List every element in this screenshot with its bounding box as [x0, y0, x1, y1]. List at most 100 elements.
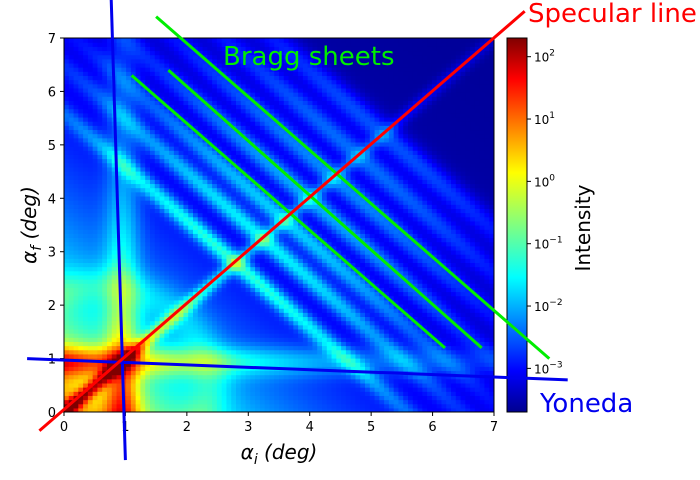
- heatmap-cell: [193, 71, 199, 76]
- heatmap-cell: [64, 274, 70, 280]
- heatmap-cell: [312, 116, 318, 122]
- heatmap-cell: [140, 241, 146, 247]
- heatmap-cell: [288, 407, 294, 412]
- heatmap-cell: [87, 116, 94, 122]
- heatmap-cell: [188, 133, 194, 139]
- heatmap-cell: [150, 374, 156, 380]
- heatmap-cell: [274, 362, 280, 367]
- heatmap-cell: [164, 395, 170, 401]
- heatmap-cell: [231, 137, 237, 143]
- heatmap-cell: [250, 129, 256, 135]
- heatmap-cell: [216, 79, 223, 85]
- heatmap-cell: [288, 266, 294, 272]
- heatmap-cell: [126, 283, 132, 288]
- heatmap-cell: [193, 137, 199, 143]
- heatmap-cell: [322, 303, 328, 309]
- heatmap-cell: [255, 391, 261, 396]
- heatmap-cell: [130, 116, 137, 122]
- heatmap-cell: [255, 324, 261, 330]
- heatmap-cell: [121, 121, 127, 126]
- heatmap-cell: [207, 229, 213, 234]
- heatmap-cell: [236, 116, 242, 122]
- heatmap-cell: [279, 129, 285, 135]
- heatmap-cell: [111, 403, 118, 409]
- heatmap-cell: [145, 316, 151, 322]
- heatmap-cell: [240, 407, 247, 412]
- heatmap-cell: [245, 229, 251, 234]
- heatmap-cell: [68, 104, 75, 110]
- heatmap-cell: [317, 233, 323, 239]
- heatmap-cell: [312, 87, 318, 93]
- heatmap-cell: [68, 216, 75, 222]
- heatmap-cell: [221, 50, 228, 56]
- heatmap-cell: [83, 399, 89, 405]
- heatmap-cell: [121, 349, 127, 355]
- heatmap-cell: [197, 395, 204, 401]
- heatmap-cell: [288, 71, 294, 76]
- heatmap-cell: [279, 137, 285, 143]
- heatmap-cell: [159, 83, 165, 89]
- heatmap-cell: [68, 195, 75, 201]
- heatmap-cell: [322, 116, 328, 122]
- heatmap-cell: [107, 42, 113, 47]
- heatmap-cell: [97, 395, 103, 401]
- heatmap-cell: [302, 241, 309, 247]
- heatmap-cell: [83, 324, 89, 330]
- heatmap-cell: [107, 121, 113, 126]
- heatmap-cell: [279, 345, 285, 351]
- heatmap-cell: [87, 79, 94, 85]
- heatmap-cell: [302, 341, 309, 347]
- heatmap-cell: [64, 216, 70, 222]
- heatmap-cell: [188, 225, 194, 230]
- heatmap-cell: [202, 67, 208, 72]
- heatmap-cell: [216, 345, 223, 351]
- heatmap-cell: [68, 87, 75, 93]
- heatmap-cell: [97, 382, 103, 388]
- heatmap-cell: [169, 324, 175, 330]
- heatmap-cell: [245, 208, 251, 214]
- heatmap-cell: [231, 308, 237, 313]
- heatmap-cell: [140, 328, 146, 334]
- heatmap-cell: [197, 283, 204, 288]
- heatmap-cell: [283, 378, 290, 384]
- heatmap-cell: [154, 166, 161, 172]
- heatmap-cell: [250, 162, 256, 168]
- heatmap-cell: [264, 187, 271, 193]
- heatmap-cell: [269, 129, 275, 135]
- heatmap-cell: [78, 283, 84, 288]
- heatmap-cell: [288, 249, 294, 255]
- heatmap-cell: [145, 308, 151, 313]
- heatmap-cell: [264, 378, 271, 384]
- heatmap-cell: [298, 333, 304, 338]
- heatmap-cell: [164, 324, 170, 330]
- heatmap-cell: [188, 245, 194, 251]
- heatmap-cell: [279, 357, 285, 363]
- heatmap-cell: [178, 46, 185, 52]
- heatmap-cell: [169, 237, 175, 243]
- heatmap-cell: [178, 108, 185, 114]
- heatmap-cell: [102, 341, 108, 347]
- heatmap-cell: [178, 100, 185, 106]
- heatmap-cell: [288, 62, 294, 68]
- heatmap-cell: [135, 71, 142, 76]
- heatmap-cell: [212, 195, 218, 201]
- heatmap-cell: [302, 262, 309, 268]
- heatmap-cell: [322, 137, 328, 143]
- heatmap-cell: [169, 328, 175, 334]
- heatmap-cell: [236, 237, 242, 243]
- heatmap-cell: [150, 241, 156, 247]
- heatmap-cell: [159, 353, 165, 359]
- heatmap-cell: [269, 154, 275, 160]
- heatmap-cell: [317, 183, 323, 189]
- heatmap-cell: [269, 208, 275, 214]
- heatmap-cell: [102, 200, 108, 205]
- heatmap-cell: [116, 391, 122, 396]
- heatmap-cell: [255, 362, 261, 367]
- heatmap-cell: [107, 133, 113, 139]
- heatmap-cell: [73, 220, 79, 226]
- heatmap-cell: [130, 370, 137, 376]
- heatmap-cell: [264, 216, 271, 222]
- heatmap-cell: [240, 279, 247, 284]
- heatmap-cell: [159, 279, 165, 284]
- heatmap-cell: [130, 154, 137, 160]
